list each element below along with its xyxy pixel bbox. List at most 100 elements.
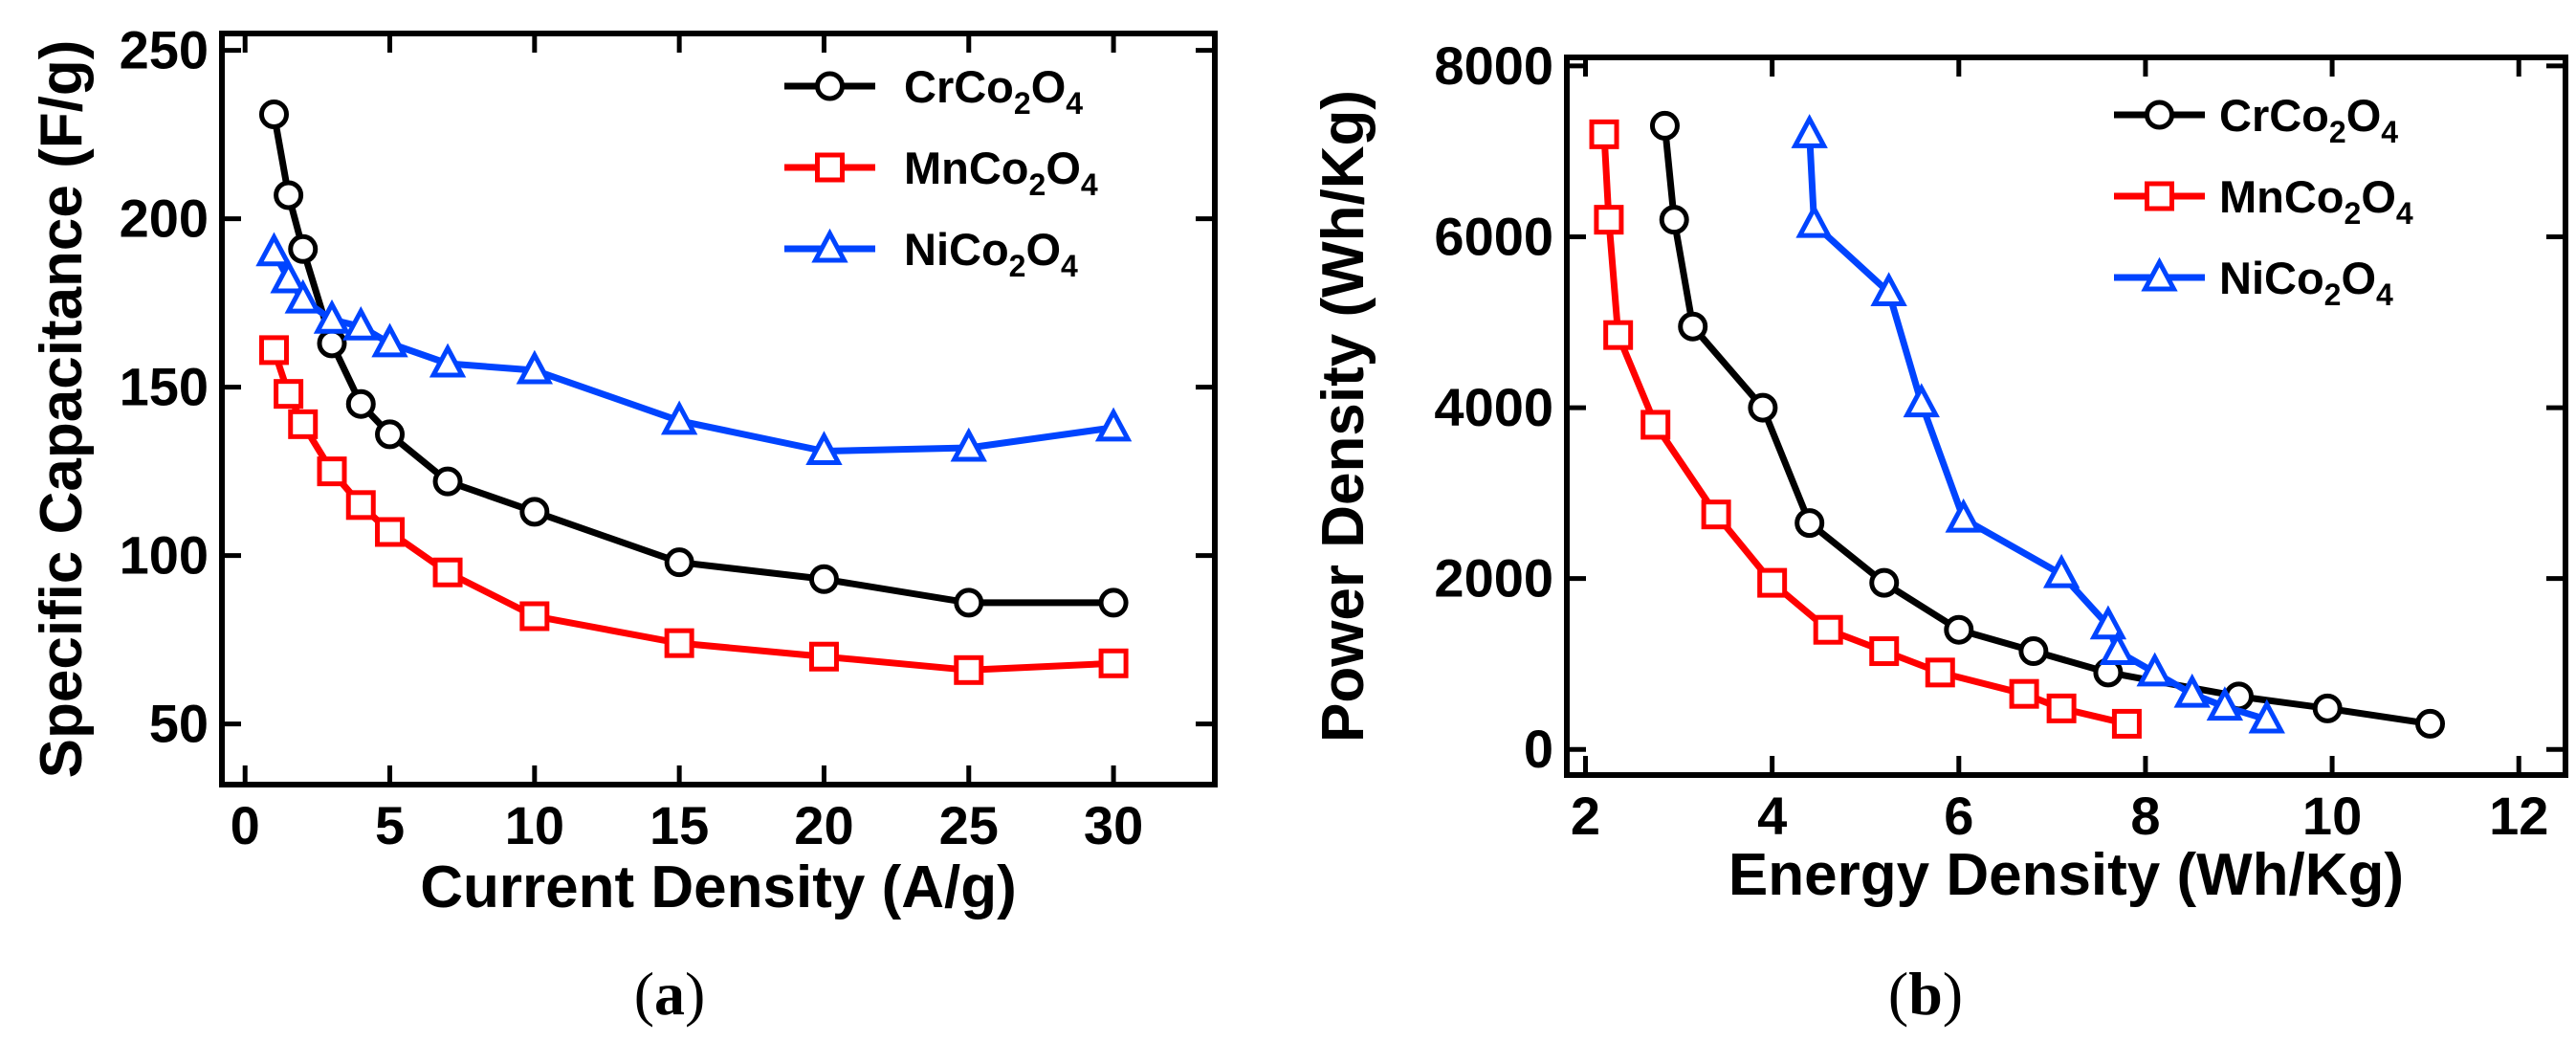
legend-label: NiCo2O4 <box>904 224 1078 283</box>
data-point <box>2136 652 2173 687</box>
y-axis-label: Power Density (Wh/Kg) <box>1310 90 1376 743</box>
caption-open-paren: ( <box>1888 960 1908 1028</box>
data-point <box>1659 205 1689 235</box>
data-point <box>1870 272 1907 307</box>
caption-close-paren: ) <box>685 960 705 1028</box>
data-point <box>375 517 406 547</box>
data-point <box>664 547 694 578</box>
data-point <box>2018 636 2049 667</box>
legend-sub-2: 4 <box>1066 86 1083 121</box>
x-tick-label: 30 <box>1084 795 1143 855</box>
data-point <box>1869 567 1900 598</box>
legend-label: CrCo2O4 <box>2219 90 2398 149</box>
panel-caption: (a) <box>634 960 706 1028</box>
legend-label: MnCo2O4 <box>904 143 1098 202</box>
legend-label: NiCo2O4 <box>2219 253 2393 312</box>
series-MnCo2O4 <box>1589 119 2142 739</box>
x-tick-label: 20 <box>794 795 853 855</box>
legend-marker <box>2145 181 2174 211</box>
data-point <box>345 388 376 419</box>
legend-sub-2: 4 <box>2396 196 2413 231</box>
y-tick-label: 250 <box>120 20 209 80</box>
y-tick-label: 4000 <box>1434 377 1553 437</box>
caption-open-paren: ( <box>634 960 654 1028</box>
legend-text-mid: O <box>2361 171 2396 222</box>
caption-letter: b <box>1908 960 1943 1028</box>
data-point <box>805 431 843 466</box>
x-tick-label: 4 <box>1757 786 1787 846</box>
data-point <box>429 343 467 378</box>
data-point <box>1098 587 1129 618</box>
chart-panel-a: 0 5 10 15 20 25 30 50 100 150 200 250 Current Densit… <box>29 20 1218 1028</box>
legend-text-main: NiCo <box>2219 253 2324 303</box>
data-point <box>954 654 984 685</box>
legend-sub-1: 2 <box>1014 86 1031 121</box>
data-point <box>2206 686 2244 721</box>
data-point <box>516 349 554 385</box>
data-point <box>1795 203 1833 238</box>
data-point <box>2173 673 2211 708</box>
data-point <box>519 497 550 527</box>
data-point <box>345 490 376 521</box>
data-point <box>2046 693 2077 723</box>
data-point <box>2042 553 2081 588</box>
data-point <box>808 564 839 594</box>
legend-text-mid: O <box>1046 143 1081 193</box>
legend-sub-2: 4 <box>2381 115 2398 149</box>
legend-entry-NiCo2O4: NiCo2O4 <box>2114 253 2393 312</box>
data-point <box>2312 693 2343 723</box>
data-point <box>1925 657 1955 688</box>
legend-sub-1: 2 <box>1009 249 1026 283</box>
series-NiCo2O4 <box>255 232 1133 466</box>
legend-marker <box>2145 100 2174 130</box>
x-tick-label: 2 <box>1571 786 1600 846</box>
legend-entry-CrCo2O4: CrCo2O4 <box>2114 90 2398 149</box>
data-point <box>1594 205 1624 235</box>
data-point <box>1748 392 1778 423</box>
data-point <box>2099 631 2136 666</box>
y-axis-label: Specific Capacitance (F/g) <box>29 40 95 779</box>
data-point <box>954 587 984 618</box>
data-point <box>432 557 463 587</box>
data-point <box>1903 383 1940 418</box>
legend-marker <box>815 152 845 183</box>
plot-frame <box>219 31 1218 787</box>
data-point <box>1945 498 1982 533</box>
data-point <box>284 278 321 314</box>
legend-marker <box>815 71 845 101</box>
data-point <box>660 400 698 435</box>
series-line <box>271 348 1114 674</box>
data-point <box>1640 410 1671 440</box>
data-point <box>1649 110 1680 141</box>
legend-entry-MnCo2O4: MnCo2O4 <box>2114 171 2413 231</box>
legend-text-main: NiCo <box>904 224 1009 275</box>
y-tick-label: 0 <box>1524 719 1553 779</box>
y-tick-label: 6000 <box>1434 207 1553 267</box>
x-axis-label: Current Density (A/g) <box>420 854 1016 920</box>
data-point <box>1791 114 1828 148</box>
data-point <box>255 232 293 267</box>
data-point <box>1944 614 1974 645</box>
legend-sub-2: 4 <box>2376 277 2393 312</box>
legend-sub-1: 2 <box>1029 167 1046 202</box>
series-NiCo2O4 <box>1791 114 2285 734</box>
legend-text-main: MnCo <box>904 143 1029 193</box>
legend-text-main: MnCo <box>2219 171 2345 222</box>
data-point <box>1813 614 1843 645</box>
data-point <box>432 466 463 497</box>
data-point <box>270 258 307 294</box>
legend-sub-1: 2 <box>2324 277 2342 312</box>
legend-sub-2: 4 <box>1081 167 1098 202</box>
data-point <box>274 180 304 211</box>
x-tick-label: 15 <box>650 795 709 855</box>
x-tick-label: 10 <box>2302 786 2362 846</box>
series-line <box>1806 134 2268 723</box>
data-point <box>950 427 987 462</box>
x-tick-label: 5 <box>375 795 405 855</box>
data-point <box>288 233 319 264</box>
y-tick-label: 150 <box>120 357 209 417</box>
plot-frame <box>1564 55 2568 778</box>
data-point <box>375 419 406 450</box>
